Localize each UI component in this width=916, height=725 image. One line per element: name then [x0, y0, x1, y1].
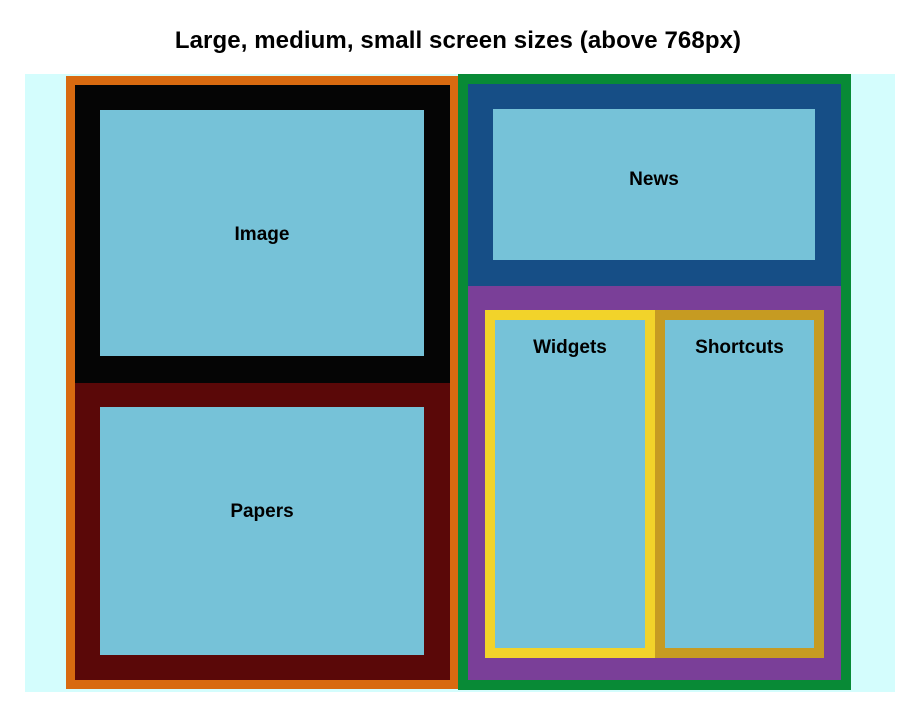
shortcuts-box: Shortcuts: [665, 320, 814, 648]
papers-label: Papers: [230, 501, 294, 522]
shortcuts-label: Shortcuts: [695, 337, 784, 358]
widgets-box: Widgets: [495, 320, 645, 648]
news-box: News: [493, 109, 815, 260]
papers-box: Papers: [100, 407, 424, 655]
widgets-label: Widgets: [533, 337, 607, 358]
news-label: News: [629, 169, 679, 190]
diagram-title: Large, medium, small screen sizes (above…: [174, 27, 742, 54]
image-box: Image: [100, 110, 424, 356]
image-label: Image: [234, 224, 290, 245]
